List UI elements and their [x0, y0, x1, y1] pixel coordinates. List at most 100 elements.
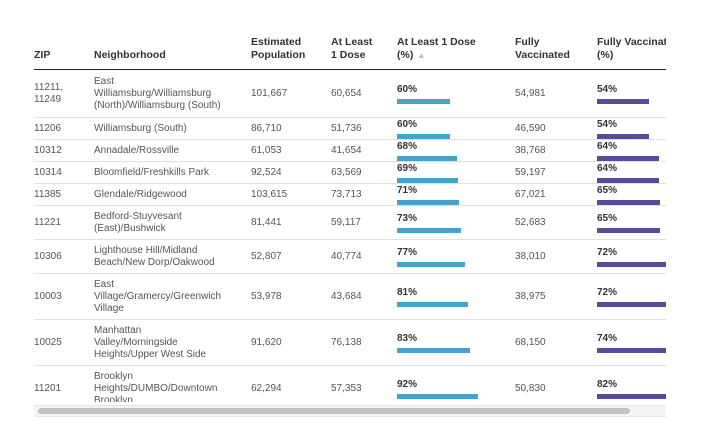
fully-vaccinated-pct-cell-label: 54% [597, 83, 618, 95]
table-viewport: ZIP Neighborhood Estimated Population At… [34, 0, 666, 402]
dose1-progress-bar [397, 199, 460, 205]
dose1-progress-bar-track [397, 301, 485, 307]
fully-vaccinated-cell: 67,021 [515, 183, 597, 206]
at-least-1-dose-pct-cell-label: 71% [397, 184, 418, 196]
zip-cell: 11221 [34, 205, 94, 240]
horizontal-scrollbar[interactable] [34, 405, 666, 417]
fully-vaccinated-pct-cell: 82% [597, 365, 666, 402]
fully-vaccinated-pct-cell: 64% [597, 161, 666, 184]
full-progress-bar [597, 347, 666, 353]
at-least-1-dose-cell: 76,138 [331, 319, 397, 366]
fully-vaccinated-cell: 38,010 [515, 239, 597, 274]
table-row: 11385 Glendale/Ridgewood 103,615 73,713 71% 6… [34, 183, 666, 206]
dose1-progress-bar-track [397, 133, 485, 139]
neighborhood-cell: East Village/Gramercy/Greenwich Village [94, 273, 251, 320]
zip-cell: 10314 [34, 161, 94, 184]
header-at-least-1-dose-pct[interactable]: At Least 1 Dose (%) ▲ [397, 0, 515, 70]
population-cell: 61,053 [251, 139, 331, 162]
population-cell: 62,294 [251, 365, 331, 402]
neighborhood-cell: Williamsburg (South) [94, 117, 251, 140]
zip-cell: 10312 [34, 139, 94, 162]
fully-vaccinated-cell: 38,768 [515, 139, 597, 162]
population-cell: 91,620 [251, 319, 331, 366]
full-progress-bar [597, 301, 666, 307]
vaccination-table: ZIP Neighborhood Estimated Population At… [34, 0, 666, 402]
population-cell: 92,524 [251, 161, 331, 184]
dose1-progress-bar [397, 261, 465, 267]
at-least-1-dose-cell: 63,569 [331, 161, 397, 184]
fully-vaccinated-pct-cell-label: 54% [597, 118, 618, 130]
fully-vaccinated-cell: 38,975 [515, 273, 597, 320]
fully-vaccinated-cell: 59,197 [515, 161, 597, 184]
fully-vaccinated-pct-cell-label: 82% [597, 378, 618, 390]
zip-cell: 11206 [34, 117, 94, 140]
at-least-1-dose-cell: 51,736 [331, 117, 397, 140]
fully-vaccinated-pct-cell: 65% [597, 183, 666, 206]
table-row: 10003 East Village/Gramercy/Greenwich Vil… [34, 273, 666, 320]
zip-cell: 11385 [34, 183, 94, 206]
header-fully-vaccinated-pct[interactable]: Fully Vaccinated (%) [597, 0, 666, 70]
at-least-1-dose-pct-cell: 69% [397, 161, 515, 184]
header-population[interactable]: Estimated Population [251, 0, 331, 70]
full-progress-bar-track [597, 98, 666, 104]
at-least-1-dose-cell: 40,774 [331, 239, 397, 274]
header-at-least-1-dose[interactable]: At Least 1 Dose [331, 0, 397, 70]
scrollbar-thumb[interactable] [38, 408, 630, 414]
table-row: 10314 Bloomfield/Freshkills Park 92,524 63,… [34, 161, 666, 184]
fully-vaccinated-pct-cell: 54% [597, 69, 666, 118]
header-neighborhood[interactable]: Neighborhood [94, 0, 251, 70]
population-cell: 53,978 [251, 273, 331, 320]
header-zip[interactable]: ZIP [34, 0, 94, 70]
neighborhood-cell: Bloomfield/Freshkills Park [94, 161, 251, 184]
population-cell: 101,667 [251, 69, 331, 118]
zip-cell: 11211, 11249 [34, 69, 94, 118]
full-progress-bar-track [597, 301, 666, 307]
full-progress-bar [597, 98, 650, 104]
at-least-1-dose-pct-cell: 92% [397, 365, 515, 402]
full-progress-bar-track [597, 227, 666, 233]
fully-vaccinated-cell: 54,981 [515, 69, 597, 118]
full-progress-bar [597, 133, 650, 139]
fully-vaccinated-pct-cell-label: 74% [597, 332, 618, 344]
at-least-1-dose-pct-cell: 60% [397, 117, 515, 140]
full-progress-bar [597, 261, 666, 267]
full-progress-bar-track [597, 199, 666, 205]
at-least-1-dose-cell: 43,684 [331, 273, 397, 320]
fully-vaccinated-cell: 50,830 [515, 365, 597, 402]
dose1-progress-bar-track [397, 155, 485, 161]
sort-up-icon: ▲ [417, 51, 426, 60]
at-least-1-dose-pct-cell-label: 83% [397, 332, 418, 344]
table-row: 11206 Williamsburg (South) 86,710 51,736 60%… [34, 117, 666, 140]
dose1-progress-bar [397, 98, 450, 104]
fully-vaccinated-pct-cell: 65% [597, 205, 666, 240]
zip-cell: 10003 [34, 273, 94, 320]
at-least-1-dose-pct-cell-label: 60% [397, 83, 418, 95]
at-least-1-dose-pct-cell-label: 60% [397, 118, 418, 130]
header-fully-vaccinated[interactable]: Fully Vaccinated [515, 0, 597, 70]
fully-vaccinated-cell: 46,590 [515, 117, 597, 140]
fully-vaccinated-pct-cell-label: 65% [597, 212, 618, 224]
fully-vaccinated-pct-cell-label: 72% [597, 246, 618, 258]
fully-vaccinated-pct-cell-label: 65% [597, 184, 618, 196]
at-least-1-dose-pct-cell-label: 92% [397, 378, 418, 390]
fully-vaccinated-pct-cell-label: 64% [597, 162, 618, 174]
full-progress-bar [597, 155, 660, 161]
dose1-progress-bar-track [397, 98, 485, 104]
full-progress-bar-track [597, 393, 666, 399]
fully-vaccinated-pct-cell: 72% [597, 273, 666, 320]
population-cell: 81,441 [251, 205, 331, 240]
at-least-1-dose-cell: 60,654 [331, 69, 397, 118]
at-least-1-dose-pct-cell-label: 77% [397, 246, 418, 258]
dose1-progress-bar [397, 301, 469, 307]
fully-vaccinated-pct-cell: 72% [597, 239, 666, 274]
full-progress-bar-track [597, 261, 666, 267]
full-progress-bar-track [597, 177, 666, 183]
neighborhood-cell: Manhattan Valley/Morningside Heights/Upp… [94, 319, 251, 366]
dose1-progress-bar [397, 227, 462, 233]
table-header-row: ZIP Neighborhood Estimated Population At… [34, 0, 666, 70]
neighborhood-cell: Bedford-Stuyvesant (East)/Bushwick [94, 205, 251, 240]
fully-vaccinated-pct-cell: 54% [597, 117, 666, 140]
zip-cell: 10025 [34, 319, 94, 366]
fully-vaccinated-pct-cell-label: 64% [597, 140, 618, 152]
population-cell: 103,615 [251, 183, 331, 206]
